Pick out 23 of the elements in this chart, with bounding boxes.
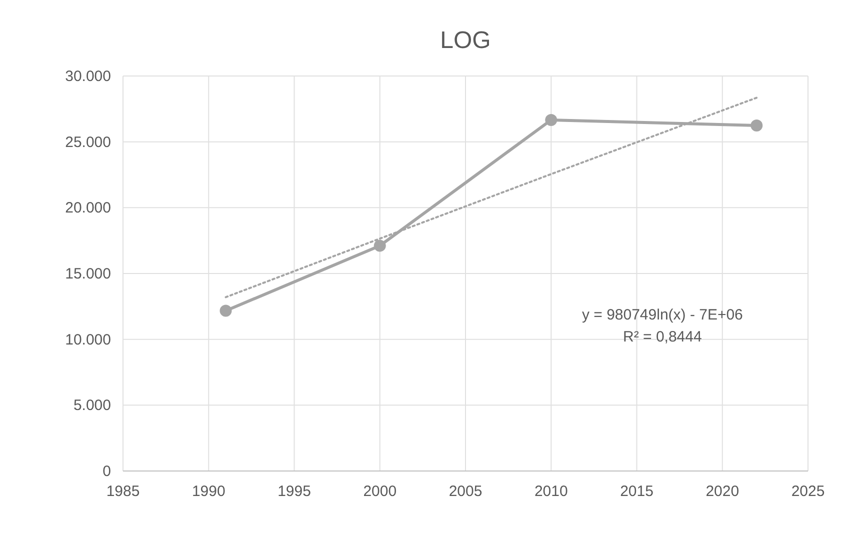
x-tick-label: 2010	[534, 483, 568, 500]
y-tick-label: 25.000	[65, 134, 111, 151]
annotation: R² = 0,8444	[623, 328, 702, 346]
point	[545, 114, 558, 126]
x-tick-label: 2020	[706, 483, 740, 500]
x-tick-label: 2000	[363, 483, 397, 500]
y-tick-label: 15.000	[65, 266, 111, 282]
y-tick-label: 0	[102, 463, 111, 480]
x-tick-label: 2025	[791, 483, 825, 500]
point	[374, 240, 386, 252]
x-tick-label: 2005	[448, 483, 482, 500]
y-tick-label: 5.000	[73, 397, 111, 414]
point	[220, 304, 232, 317]
chart-title: LOG	[440, 27, 491, 54]
x-tick-label: 1995	[278, 483, 311, 500]
x-tick-label: 1990	[192, 483, 226, 500]
y-tick-label: 20.000	[65, 200, 111, 217]
point	[750, 120, 763, 132]
annotation: y = 980749ln(x) - 7E+06	[582, 306, 743, 324]
x-tick-label: 2015	[620, 483, 654, 500]
y-tick-label: 10.000	[65, 331, 111, 348]
x-tick-label: 1985	[106, 483, 140, 500]
y-tick-label: 30.000	[65, 68, 111, 85]
